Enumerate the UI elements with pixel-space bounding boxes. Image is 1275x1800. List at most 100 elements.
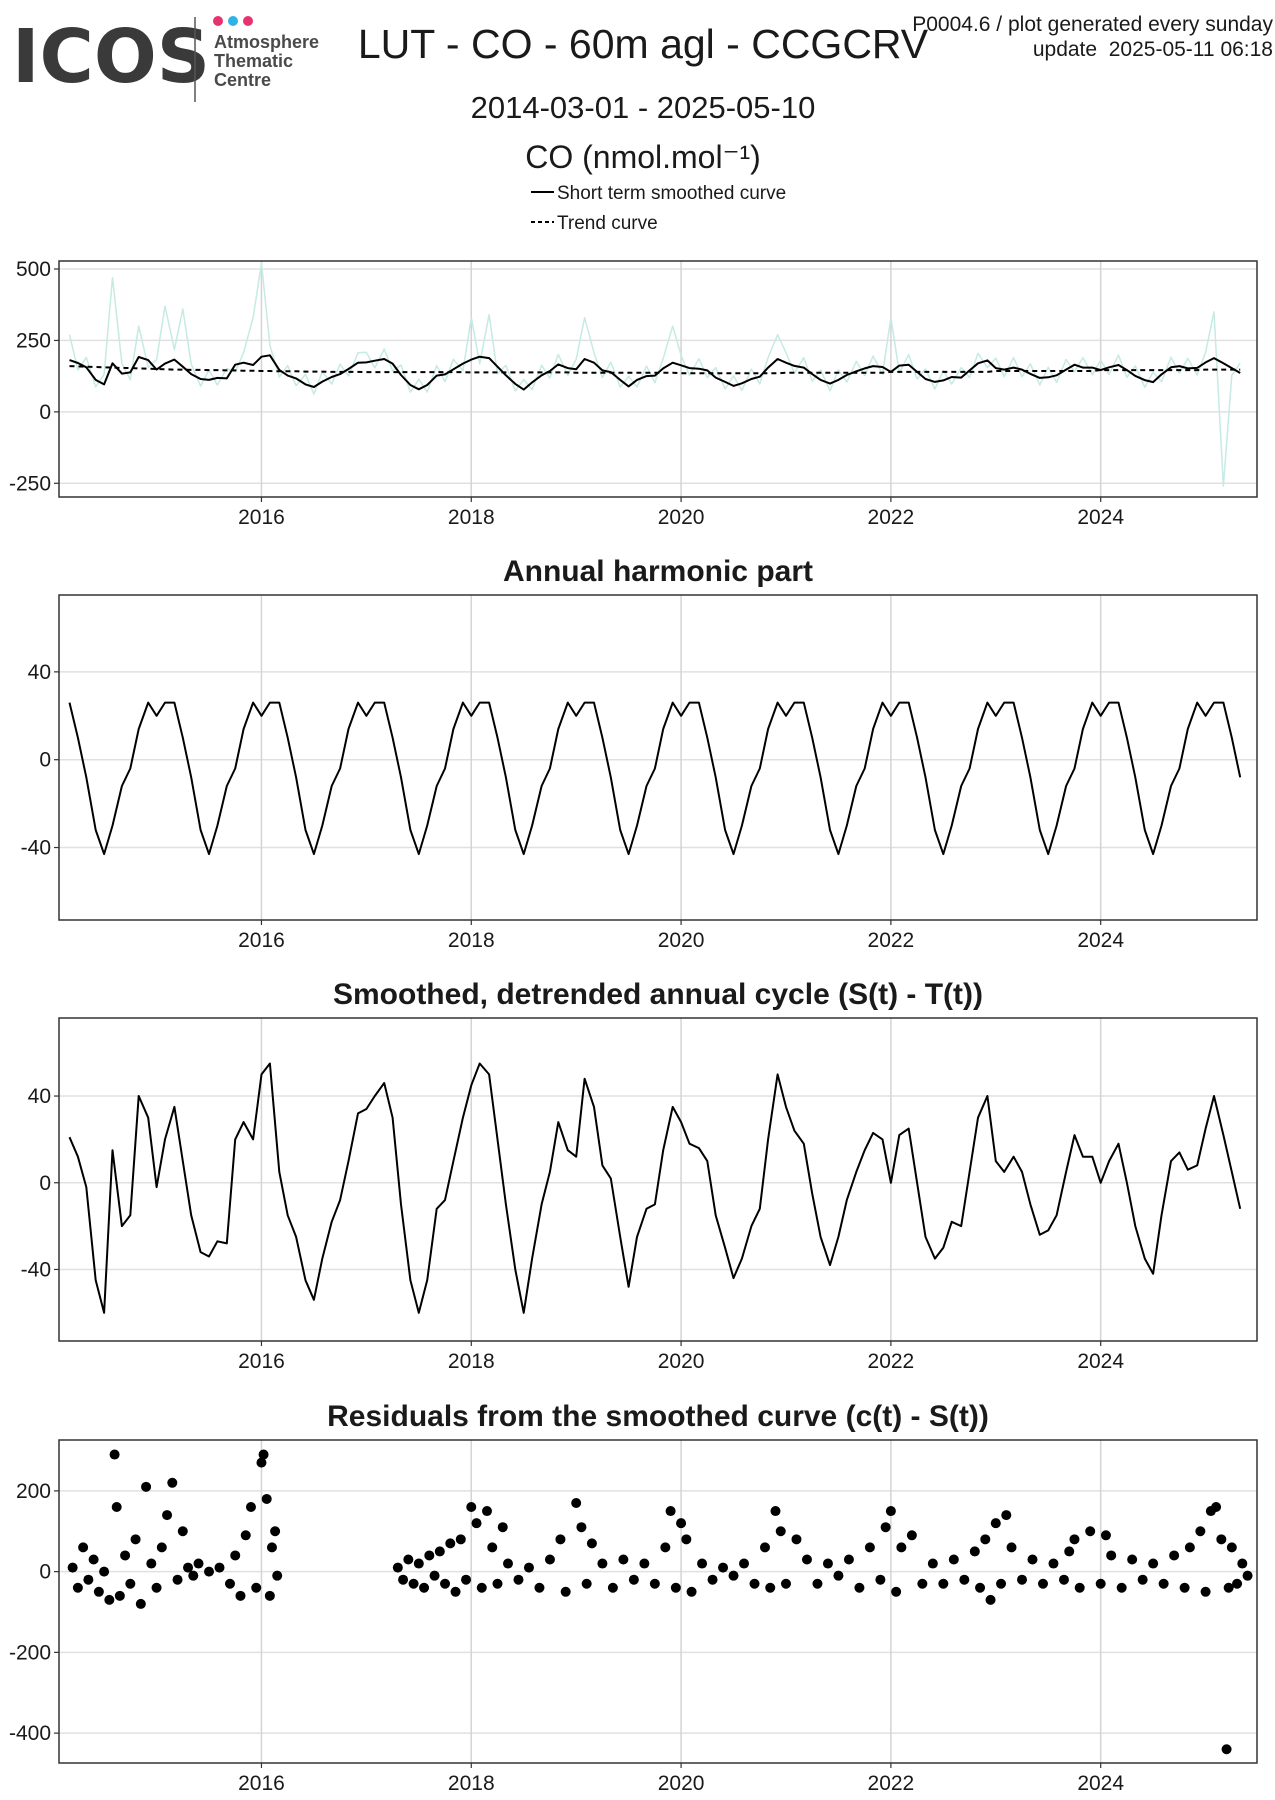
x-tick-label: 2024	[1077, 1350, 1124, 1373]
point	[429, 1570, 440, 1581]
point	[270, 1526, 281, 1537]
y-tick-label: 0	[39, 749, 51, 772]
point	[959, 1574, 970, 1585]
point	[188, 1570, 199, 1581]
chart-title: LUT - CO - 60m agl - CCGCRV	[358, 21, 929, 67]
point	[896, 1542, 907, 1553]
point	[513, 1574, 524, 1585]
point	[67, 1562, 78, 1573]
point	[1211, 1502, 1222, 1513]
point	[1006, 1542, 1017, 1553]
x-tick-label: 2016	[238, 929, 285, 952]
point	[765, 1582, 776, 1593]
point	[230, 1550, 241, 1561]
point	[555, 1534, 566, 1545]
point	[534, 1582, 545, 1593]
point	[938, 1578, 949, 1589]
point	[891, 1586, 902, 1597]
legend-label: Short term smoothed curve	[557, 183, 786, 204]
point	[125, 1578, 136, 1589]
point	[628, 1574, 639, 1585]
point	[450, 1586, 461, 1597]
point	[162, 1510, 173, 1521]
x-tick-label: 2022	[868, 1772, 915, 1795]
point	[660, 1542, 671, 1553]
x-tick-label: 2022	[868, 929, 915, 952]
y-axis-label: CO (nmol.mol⁻¹)	[525, 139, 761, 175]
point	[492, 1578, 503, 1589]
point	[996, 1578, 1007, 1589]
point	[204, 1566, 215, 1577]
point	[99, 1566, 110, 1577]
point	[697, 1558, 708, 1569]
chart-title: Annual harmonic part	[503, 555, 813, 588]
series-line	[69, 365, 1241, 375]
point	[775, 1526, 786, 1537]
y-tick-label: 200	[16, 1480, 51, 1503]
point	[72, 1582, 83, 1593]
x-tick-label: 2018	[448, 506, 495, 529]
point	[1148, 1558, 1159, 1569]
point	[264, 1590, 275, 1601]
series-line	[68, 1062, 1242, 1314]
point	[258, 1449, 269, 1460]
point	[1216, 1534, 1227, 1545]
point	[770, 1506, 781, 1517]
x-tick-label: 2016	[238, 1350, 285, 1373]
point	[969, 1546, 980, 1557]
point	[502, 1558, 513, 1569]
point	[1200, 1586, 1211, 1597]
point	[109, 1449, 120, 1460]
point	[665, 1506, 676, 1517]
point	[251, 1582, 262, 1593]
point	[948, 1554, 959, 1565]
panel-border	[58, 1017, 1258, 1342]
point	[990, 1518, 1001, 1529]
x-tick-label: 2020	[658, 506, 705, 529]
point	[141, 1481, 152, 1492]
y-tick-label: -40	[21, 1258, 51, 1281]
point	[1027, 1554, 1038, 1565]
note: update 2025-05-11 06:18	[1033, 38, 1273, 61]
point	[1100, 1530, 1111, 1541]
y-tick-label: 0	[39, 1172, 51, 1195]
point	[114, 1590, 125, 1601]
panel-border	[58, 594, 1258, 921]
point	[676, 1518, 687, 1529]
point	[1095, 1578, 1106, 1589]
point	[985, 1594, 996, 1605]
organization-line: Centre	[214, 70, 271, 90]
point	[151, 1582, 162, 1593]
point	[1195, 1526, 1206, 1537]
point	[607, 1582, 618, 1593]
point	[1184, 1542, 1195, 1553]
point	[586, 1538, 597, 1549]
chart-title: Smoothed, detrended annual cycle (S(t) -…	[333, 978, 983, 1011]
point	[214, 1562, 225, 1573]
point	[392, 1562, 403, 1573]
point	[843, 1554, 854, 1565]
point	[1037, 1578, 1048, 1589]
point	[240, 1530, 251, 1541]
point	[424, 1550, 435, 1561]
point	[812, 1578, 823, 1589]
point	[1232, 1578, 1243, 1589]
point	[245, 1502, 256, 1513]
point	[1064, 1546, 1075, 1557]
point	[93, 1586, 104, 1597]
point	[1169, 1550, 1180, 1561]
point	[1085, 1526, 1096, 1537]
point	[875, 1574, 886, 1585]
point	[1017, 1574, 1028, 1585]
logo: ICOS	[12, 14, 210, 100]
point	[833, 1570, 844, 1581]
point	[408, 1578, 419, 1589]
y-tick-label: 250	[16, 329, 51, 352]
point	[256, 1457, 267, 1468]
panel-border	[58, 260, 1258, 498]
point	[618, 1554, 629, 1565]
x-tick-label: 2018	[448, 1350, 495, 1373]
point	[261, 1493, 272, 1504]
y-tick-label: 40	[28, 661, 51, 684]
point	[791, 1534, 802, 1545]
